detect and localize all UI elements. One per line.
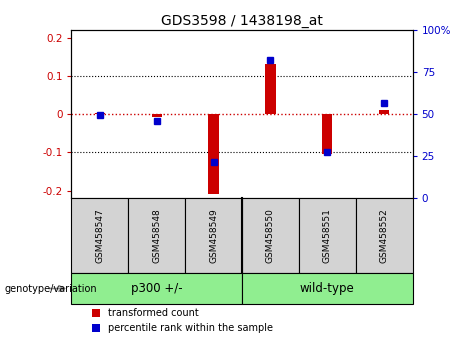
Legend: transformed count, percentile rank within the sample: transformed count, percentile rank withi… — [89, 304, 277, 337]
Text: wild-type: wild-type — [300, 282, 355, 295]
Bar — [71, 273, 242, 304]
Bar — [356, 198, 413, 273]
Bar — [299, 198, 356, 273]
Bar — [266, 64, 276, 114]
Title: GDS3598 / 1438198_at: GDS3598 / 1438198_at — [161, 14, 323, 28]
Text: GSM458552: GSM458552 — [380, 208, 389, 263]
Bar — [208, 114, 219, 194]
Text: GSM458547: GSM458547 — [95, 208, 104, 263]
Bar — [152, 114, 162, 117]
Bar — [379, 110, 389, 114]
Bar — [242, 273, 413, 304]
Text: GSM458550: GSM458550 — [266, 208, 275, 263]
Bar — [128, 198, 185, 273]
Text: p300 +/-: p300 +/- — [131, 282, 183, 295]
Bar — [185, 198, 242, 273]
Bar — [242, 198, 299, 273]
Text: GSM458551: GSM458551 — [323, 208, 332, 263]
Bar — [322, 114, 332, 154]
Text: GSM458549: GSM458549 — [209, 208, 218, 263]
Bar — [71, 198, 128, 273]
Bar — [95, 113, 105, 114]
Text: genotype/variation: genotype/variation — [5, 284, 97, 293]
Text: GSM458548: GSM458548 — [152, 208, 161, 263]
